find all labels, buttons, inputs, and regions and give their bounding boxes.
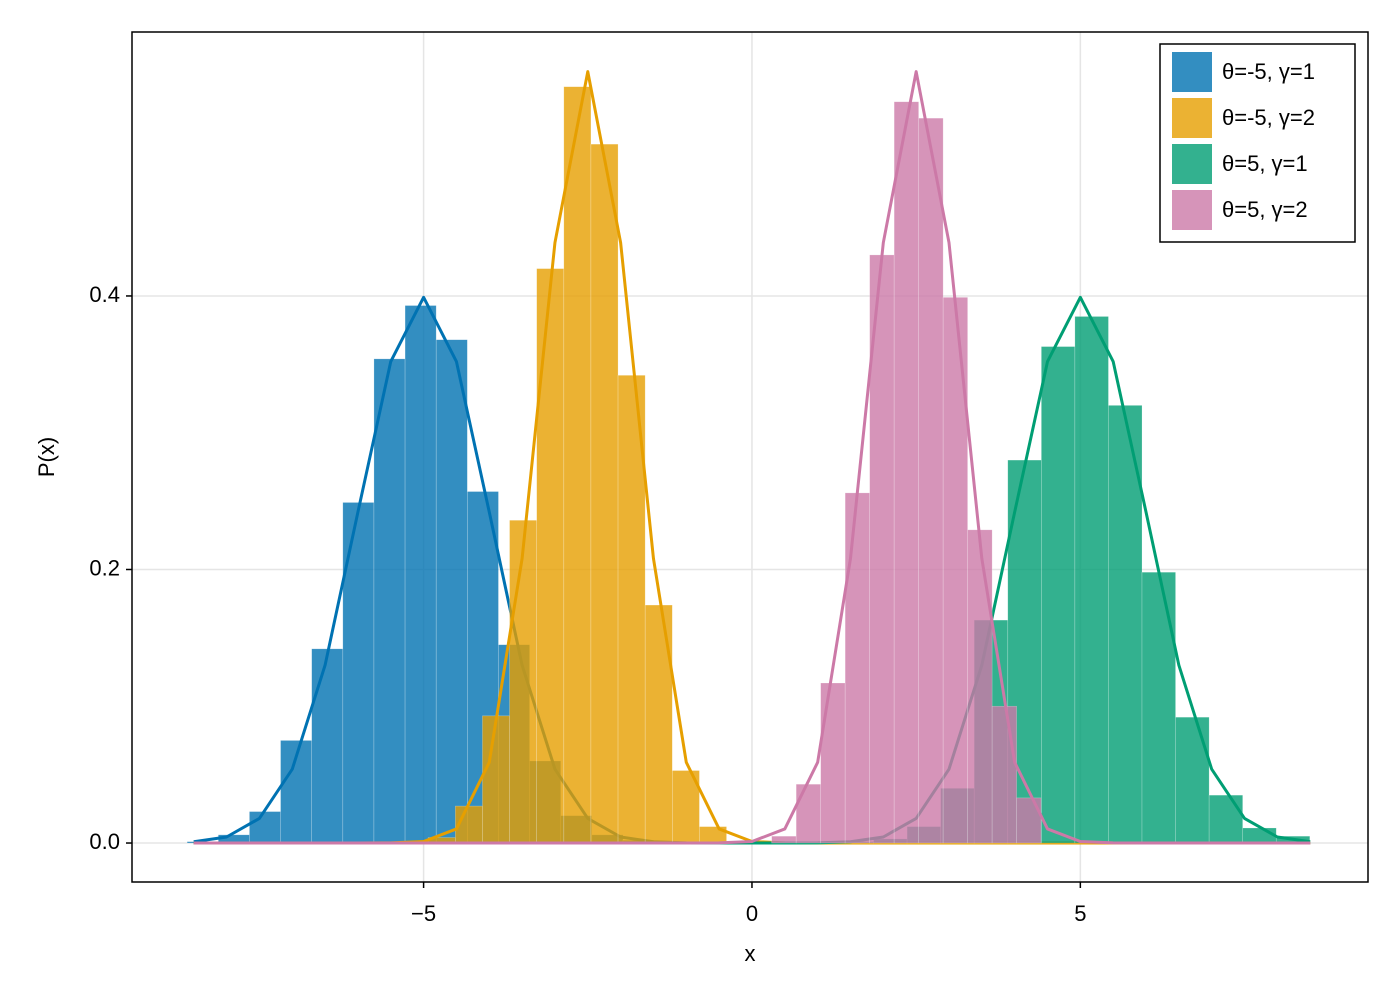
bar — [644, 604, 673, 844]
legend-label: θ=-5, γ=1 — [1222, 59, 1315, 84]
bar — [967, 529, 993, 844]
y-tick-label: 0.4 — [89, 282, 120, 307]
bar — [844, 492, 870, 844]
legend-swatch — [1172, 52, 1212, 92]
x-tick-label: 0 — [746, 901, 758, 926]
bar — [771, 835, 797, 844]
legend-label: θ=5, γ=1 — [1222, 151, 1308, 176]
legend-label: θ=5, γ=2 — [1222, 197, 1308, 222]
legend-label: θ=-5, γ=2 — [1222, 105, 1315, 130]
legend-swatch — [1172, 98, 1212, 138]
x-tick-label: 5 — [1074, 901, 1086, 926]
plot-area — [186, 70, 1311, 845]
legend: θ=-5, γ=1 θ=-5, γ=2 θ=5, γ=1 θ=5, γ=2 — [1159, 43, 1356, 243]
bar — [1242, 827, 1277, 844]
bar — [893, 101, 919, 844]
bar — [435, 339, 468, 844]
x-tick-label: −5 — [411, 901, 436, 926]
bar — [404, 305, 437, 844]
bar — [373, 358, 406, 844]
bar — [249, 811, 281, 844]
bar — [311, 648, 344, 844]
bar — [1074, 316, 1109, 844]
legend-swatch — [1172, 190, 1212, 230]
bar — [795, 783, 821, 844]
y-axis-label: P(x) — [34, 437, 59, 477]
bar — [482, 715, 510, 844]
bar — [1141, 571, 1176, 844]
bar — [1208, 794, 1243, 844]
density-curve — [193, 70, 1311, 845]
bar — [563, 86, 592, 844]
bar — [617, 374, 646, 844]
bar — [342, 502, 375, 844]
y-tick-label: 0.0 — [89, 829, 120, 854]
y-tick-label: 0.2 — [89, 555, 120, 580]
bar — [1108, 405, 1143, 844]
bar — [1016, 797, 1042, 844]
bar — [536, 268, 565, 844]
plot-frame — [131, 31, 1369, 883]
bar — [1175, 716, 1210, 844]
bar — [509, 519, 537, 844]
bar — [918, 117, 944, 844]
bar — [991, 705, 1017, 844]
axes: −5 0 5 0.0 0.2 0.4 — [89, 282, 1086, 926]
legend-swatch — [1172, 144, 1212, 184]
x-axis-label: x — [745, 941, 756, 966]
bar — [1041, 346, 1076, 844]
bar — [590, 143, 619, 844]
bar — [869, 254, 895, 844]
bar — [820, 682, 846, 844]
